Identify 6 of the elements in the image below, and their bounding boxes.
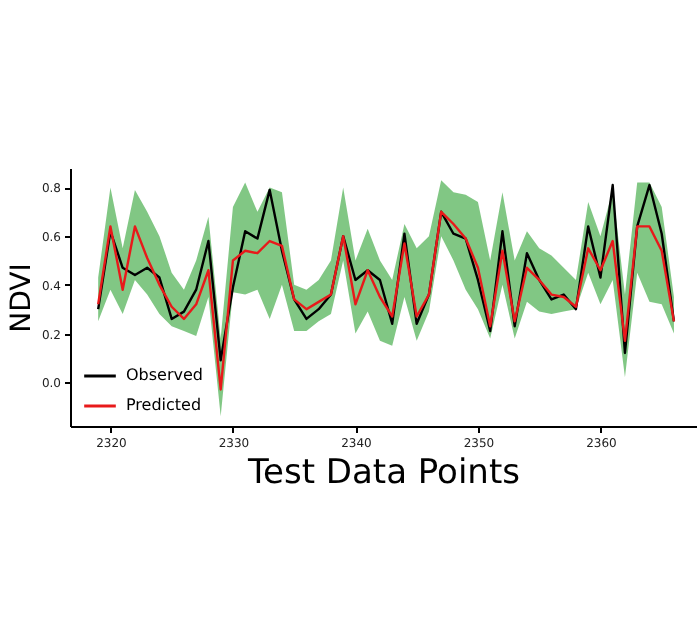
line-series — [96, 183, 676, 362]
legend-label: Predicted — [126, 396, 202, 414]
x-axis-title: Test Data Points — [246, 453, 521, 493]
y-axis-title: NDVI — [5, 263, 38, 333]
legend-label: Observed — [126, 366, 203, 384]
line-series — [96, 210, 676, 391]
